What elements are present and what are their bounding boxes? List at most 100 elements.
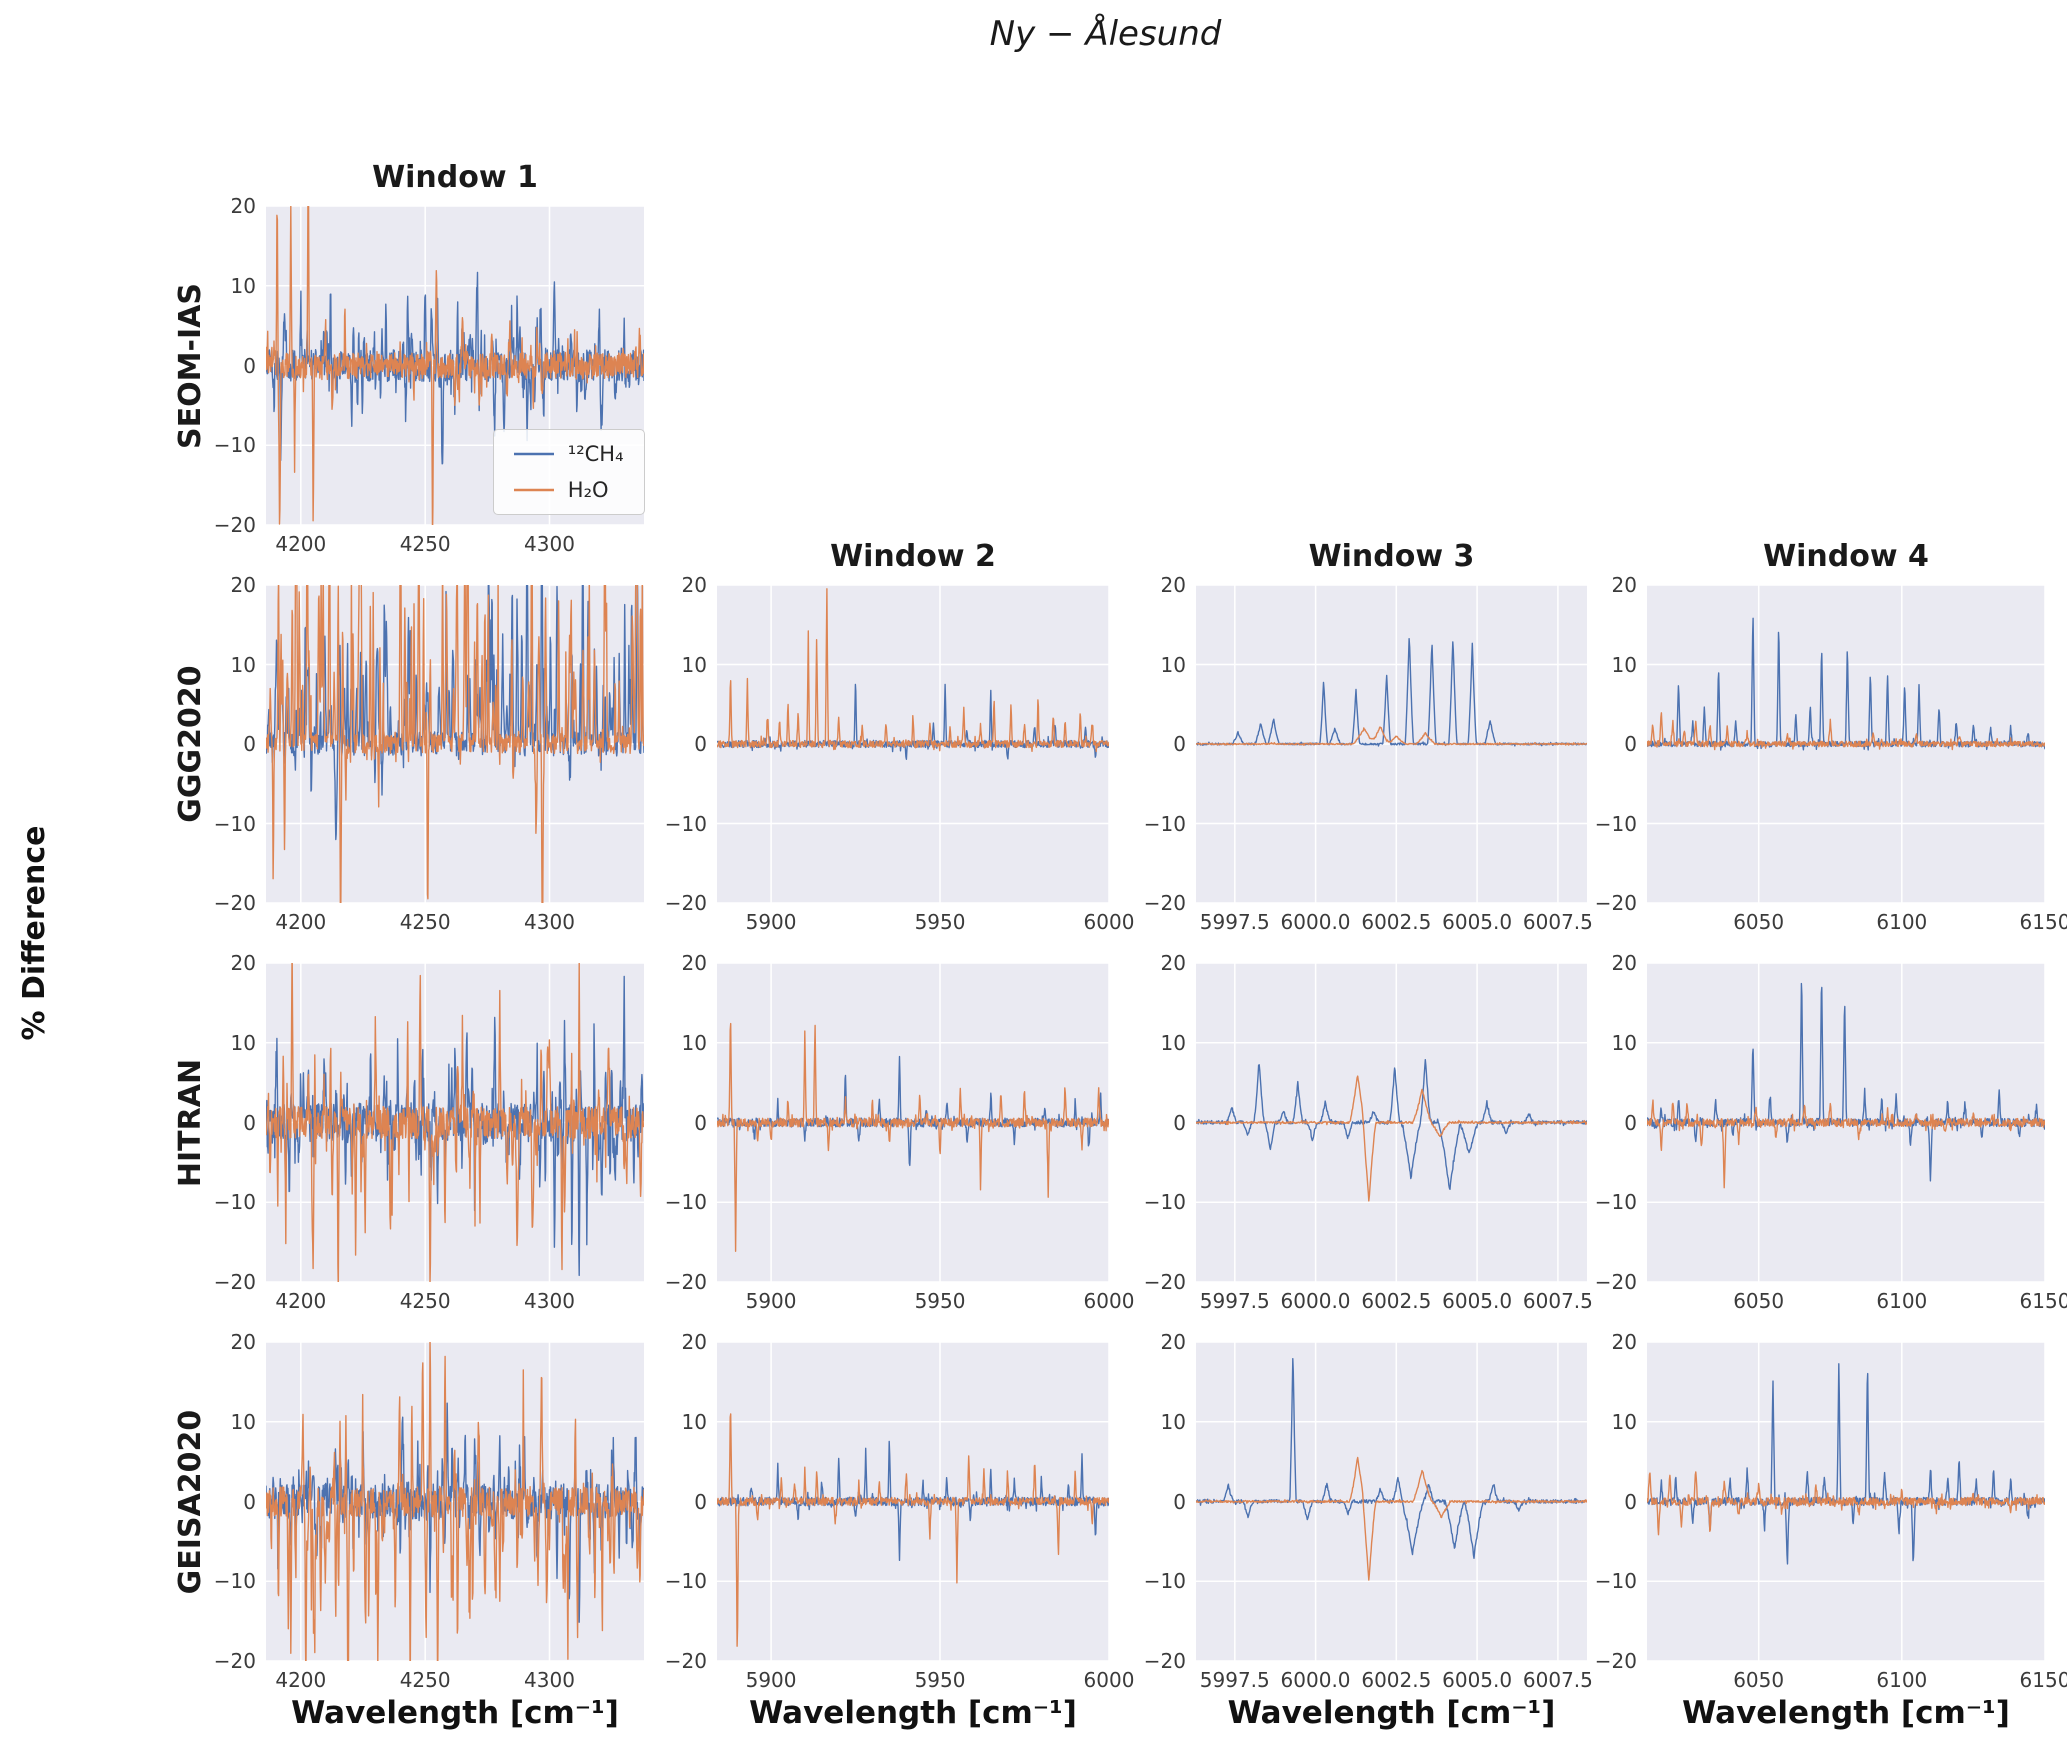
x-tick-label: 6050 xyxy=(1733,1289,1785,1313)
y-tick-label: 10 xyxy=(1611,1409,1637,1434)
y-tick-label: 20 xyxy=(230,194,256,218)
y-tick-label: −10 xyxy=(1594,1190,1637,1215)
y-tick-label: 20 xyxy=(230,951,256,975)
y-tick-label: 10 xyxy=(230,273,256,298)
y-tick-label: 20 xyxy=(1611,573,1637,597)
x-tick-label: 5900 xyxy=(745,1668,797,1692)
h2o-line xyxy=(1196,1456,1587,1581)
x-tick-label: 4250 xyxy=(399,532,451,556)
h2o-line xyxy=(1647,1099,2045,1189)
x-tick-label: 6100 xyxy=(1876,910,1928,934)
x-tick-label: 6000 xyxy=(1083,1289,1135,1313)
h2o-line xyxy=(717,588,1109,753)
y-tick-label: 10 xyxy=(1160,1030,1186,1055)
y-tick-label: −10 xyxy=(664,811,707,836)
x-tick-label: 5997.5 xyxy=(1199,1289,1270,1313)
h2o-line xyxy=(266,206,644,525)
x-tick-label: 6005.0 xyxy=(1442,1289,1513,1313)
x-tick-label: 6150 xyxy=(2019,1289,2067,1313)
y-tick-label: 0 xyxy=(1173,732,1186,756)
y-tick-label: −20 xyxy=(213,891,256,915)
column-title-window-2: Window 2 xyxy=(830,539,996,574)
y-tick-label: −10 xyxy=(1594,1569,1637,1594)
subplot-ggg2020-window-4 xyxy=(1647,585,2045,903)
y-tick-label: −20 xyxy=(1143,1270,1186,1294)
y-tick-label: 0 xyxy=(243,353,256,378)
y-tick-label: −10 xyxy=(213,433,256,458)
x-tick-label: 4200 xyxy=(275,1289,327,1313)
y-tick-label: −10 xyxy=(664,1569,707,1594)
y-tick-label: −10 xyxy=(213,1190,256,1215)
y-tick-label: −20 xyxy=(664,1270,707,1294)
y-tick-label: 0 xyxy=(1624,1110,1637,1135)
y-axis-label: % Difference xyxy=(17,825,52,1041)
x-axis-label-col-2: Wavelength [cm⁻¹] xyxy=(749,1695,1077,1731)
legend-entry-h2o: H₂O xyxy=(513,478,624,503)
x-tick-label: 5997.5 xyxy=(1199,1668,1270,1692)
h2o-line xyxy=(266,963,644,1282)
subplot-ggg2020-window-1 xyxy=(266,585,644,903)
column-title-window-3: Window 3 xyxy=(1308,539,1475,574)
y-tick-label: 0 xyxy=(243,1110,256,1135)
legend-line-12ch4 xyxy=(513,452,554,456)
subplot-geisa2020-window-4 xyxy=(1647,1342,2045,1661)
x-axis-label-col-4: Wavelength [cm⁻¹] xyxy=(1682,1695,2010,1731)
y-tick-label: −20 xyxy=(664,1649,707,1673)
x-tick-label: 6002.5 xyxy=(1361,1289,1432,1313)
x-tick-label: 6007.5 xyxy=(1522,1289,1593,1313)
legend-label-12ch4: ¹²CH₄ xyxy=(567,442,624,467)
y-tick-label: −20 xyxy=(213,513,256,537)
legend-label-h2o: H₂O xyxy=(567,478,609,503)
y-tick-label: −20 xyxy=(1143,891,1186,915)
x-tick-label: 6100 xyxy=(1876,1289,1928,1313)
h2o-line xyxy=(717,1413,1109,1647)
y-tick-label: 0 xyxy=(1173,1110,1186,1135)
y-tick-label: 0 xyxy=(1624,1489,1637,1514)
x-tick-label: 4200 xyxy=(275,910,327,934)
y-tick-label: 10 xyxy=(230,652,256,677)
y-tick-label: 10 xyxy=(1611,652,1637,677)
y-tick-label: 20 xyxy=(1160,951,1186,975)
y-tick-label: 0 xyxy=(243,1489,256,1514)
y-tick-label: 10 xyxy=(681,1409,707,1434)
y-tick-label: 10 xyxy=(230,1030,256,1055)
x-axis-label-col-3: Wavelength [cm⁻¹] xyxy=(1227,1695,1556,1731)
x-tick-label: 6050 xyxy=(1733,910,1785,934)
subplot-ggg2020-window-2 xyxy=(717,585,1109,903)
x-tick-label: 4300 xyxy=(524,910,575,934)
legend-line-h2o xyxy=(513,488,554,492)
y-tick-label: 20 xyxy=(1611,1330,1637,1354)
x-tick-label: 6000 xyxy=(1083,1668,1135,1692)
x-tick-label: 6000.0 xyxy=(1280,1289,1351,1313)
h2o-line xyxy=(266,585,644,903)
x-tick-label: 5950 xyxy=(914,1668,966,1692)
h2o-line xyxy=(1647,1471,2045,1536)
x-tick-label: 4200 xyxy=(275,1668,327,1692)
y-tick-label: 20 xyxy=(681,1330,707,1354)
column-title-window-4: Window 4 xyxy=(1763,539,1929,574)
subplot-geisa2020-window-3 xyxy=(1196,1342,1587,1661)
x-tick-label: 5900 xyxy=(745,1289,797,1313)
x-tick-label: 4250 xyxy=(399,1289,451,1313)
x-tick-label: 4250 xyxy=(399,1668,451,1692)
x-tick-label: 4200 xyxy=(275,532,327,556)
ch4-line xyxy=(266,585,644,841)
subplot-hitran-window-1 xyxy=(266,963,644,1282)
y-tick-label: 0 xyxy=(1173,1489,1186,1514)
y-tick-label: 0 xyxy=(694,1110,707,1135)
x-tick-label: 6005.0 xyxy=(1442,1668,1513,1692)
y-tick-label: 0 xyxy=(1624,732,1637,756)
x-tick-label: 5900 xyxy=(745,910,797,934)
subplot-hitran-window-2 xyxy=(717,963,1109,1282)
y-tick-label: −20 xyxy=(1594,891,1637,915)
legend-entry-12ch4: ¹²CH₄ xyxy=(513,442,624,467)
y-tick-label: 10 xyxy=(1611,1030,1637,1055)
y-tick-label: −20 xyxy=(664,891,707,915)
x-tick-label: 5950 xyxy=(914,910,966,934)
x-tick-label: 6000 xyxy=(1083,910,1135,934)
x-tick-label: 6100 xyxy=(1876,1668,1928,1692)
y-tick-label: −10 xyxy=(1143,1569,1186,1594)
x-axis-label-col-1: Wavelength [cm⁻¹] xyxy=(291,1695,619,1731)
y-tick-label: −10 xyxy=(1594,811,1637,836)
